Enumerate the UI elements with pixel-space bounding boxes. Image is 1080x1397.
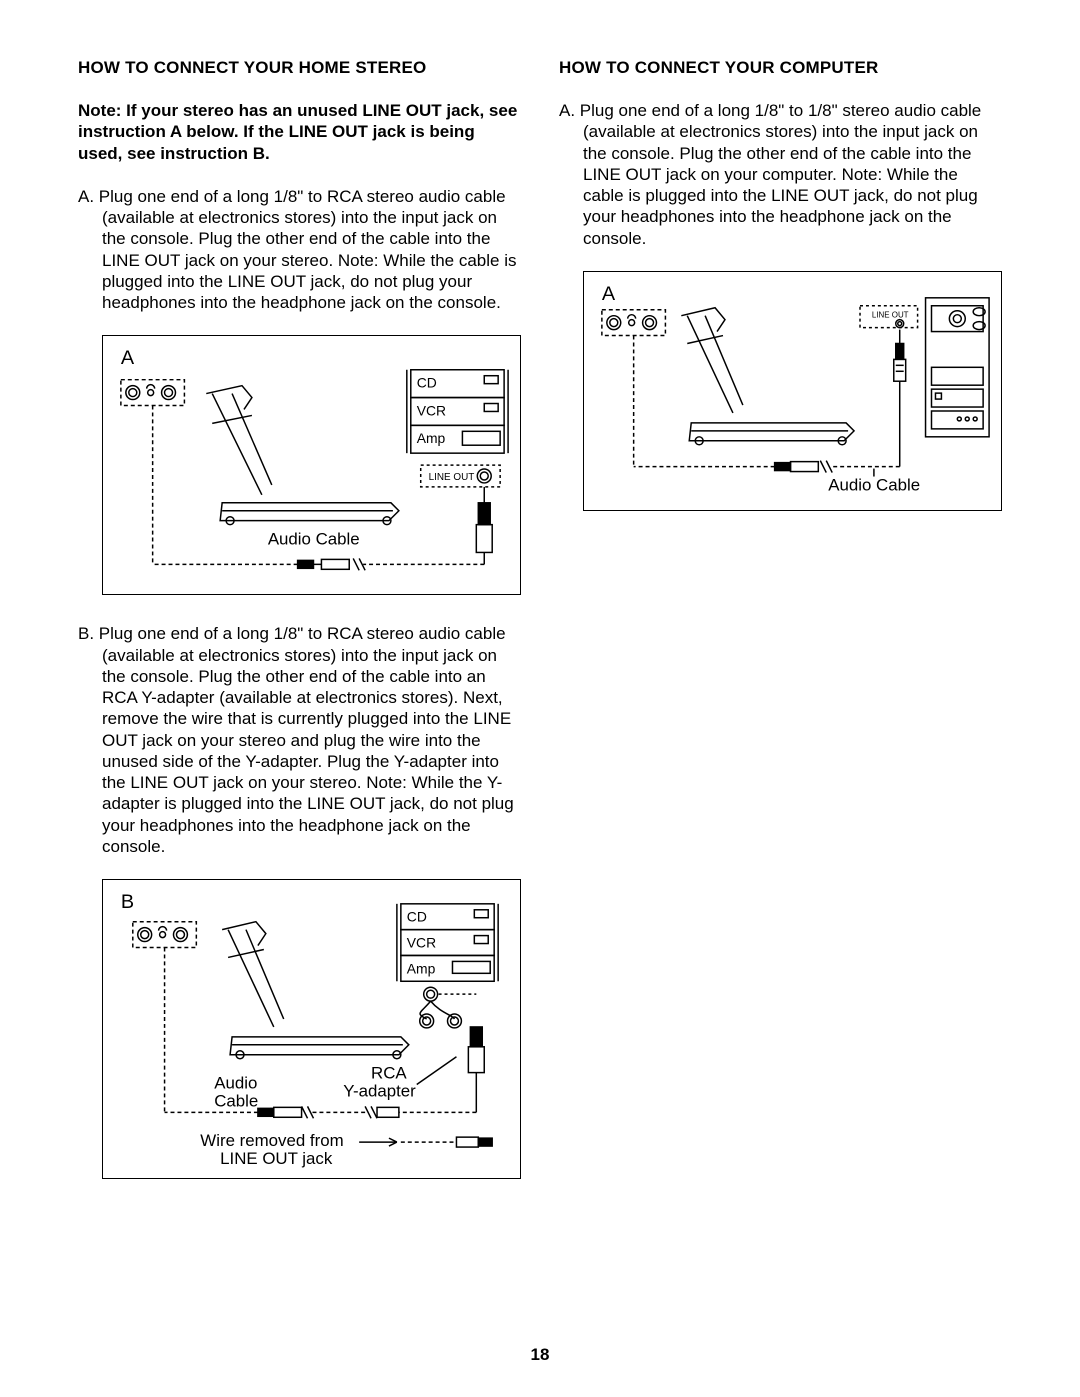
audio-cable-icon: [165, 1107, 477, 1119]
svg-text:Amp: Amp: [407, 960, 436, 976]
figure-stereo-a: A: [102, 335, 521, 595]
svg-text:Wire removed from: Wire removed from: [200, 1131, 343, 1150]
svg-text:RCA: RCA: [371, 1064, 407, 1083]
fig-b-label: B: [121, 891, 134, 913]
right-step-a: A. Plug one end of a long 1/8" to 1/8" s…: [559, 100, 1002, 249]
svg-text:VCR: VCR: [407, 935, 436, 951]
svg-text:LINE OUT: LINE OUT: [872, 310, 909, 319]
computer-tower-icon: LINE OUT: [860, 298, 989, 437]
svg-text:CD: CD: [407, 909, 427, 925]
svg-text:LINE OUT: LINE OUT: [429, 472, 475, 483]
stereo-stack-icon: CD VCR Amp: [397, 904, 498, 1001]
audio-cable-icon: [634, 329, 906, 472]
left-step-b: B. Plug one end of a long 1/8" to RCA st…: [78, 623, 521, 857]
right-title: HOW TO CONNECT YOUR COMPUTER: [559, 58, 1002, 78]
svg-text:Y-adapter: Y-adapter: [343, 1082, 416, 1101]
figure-computer-a-svg: A: [584, 272, 1001, 510]
y-adapter-icon: [420, 1001, 485, 1112]
svg-text:Cable: Cable: [214, 1092, 258, 1111]
svg-text:VCR: VCR: [417, 403, 446, 419]
fig-a-label: A: [121, 347, 135, 369]
left-note: Note: If your stereo has an unused LINE …: [78, 100, 521, 164]
audio-cable-label: Audio Cable: [268, 530, 360, 549]
audio-cable-label: Audio Cable: [828, 475, 920, 494]
treadmill-icon: [206, 386, 399, 525]
stereo-stack-icon: CD VCR Amp: [407, 370, 508, 487]
left-title: HOW TO CONNECT YOUR HOME STEREO: [78, 58, 521, 78]
figure-stereo-a-svg: A: [103, 336, 520, 594]
figure-computer-a: A: [583, 271, 1002, 511]
treadmill-icon: [222, 922, 409, 1059]
figure-stereo-b: B: [102, 879, 521, 1179]
figure-stereo-b-svg: B: [103, 880, 520, 1178]
columns: HOW TO CONNECT YOUR HOME STEREO Note: If…: [78, 58, 1002, 1207]
removed-wire-icon: [359, 1137, 492, 1147]
svg-text:Amp: Amp: [417, 430, 446, 446]
page: HOW TO CONNECT YOUR HOME STEREO Note: If…: [0, 0, 1080, 1397]
page-number: 18: [0, 1345, 1080, 1365]
right-column: HOW TO CONNECT YOUR COMPUTER A. Plug one…: [559, 58, 1002, 1207]
fig-c-label: A: [602, 283, 616, 305]
svg-text:Audio: Audio: [214, 1074, 257, 1093]
left-step-a: A. Plug one end of a long 1/8" to RCA st…: [78, 186, 521, 314]
svg-text:CD: CD: [417, 375, 437, 391]
left-column: HOW TO CONNECT YOUR HOME STEREO Note: If…: [78, 58, 521, 1207]
svg-text:LINE OUT jack: LINE OUT jack: [220, 1149, 333, 1168]
treadmill-icon: [681, 307, 854, 444]
